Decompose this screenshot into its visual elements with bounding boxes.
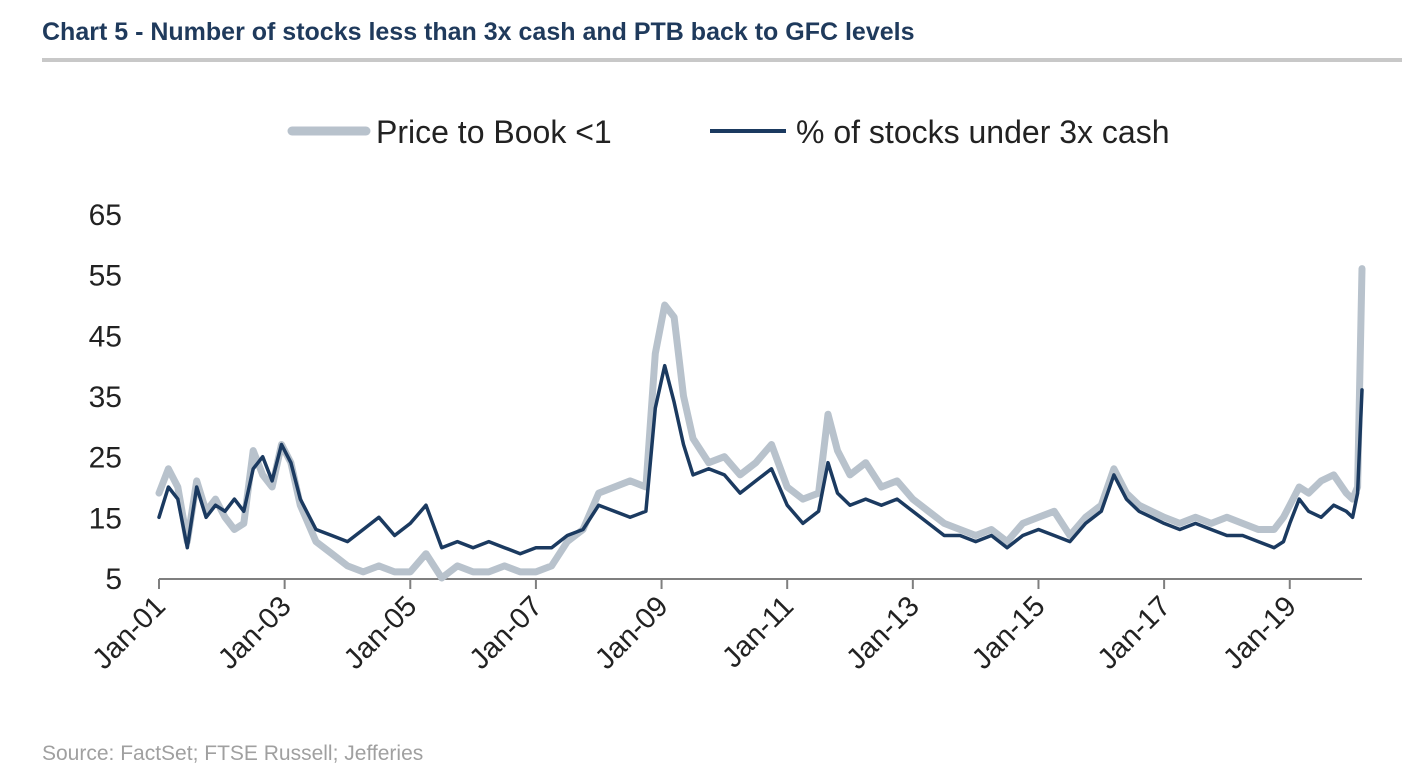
x-tick-label: Jan-19 bbox=[1217, 590, 1302, 675]
x-axis: Jan-01 Jan-03 Jan-05 Jan-07 Jan-09 Jan-11 Jan-… bbox=[87, 578, 1362, 676]
y-tick-label: 55 bbox=[89, 260, 122, 293]
source-note: Source: FactSet; FTSE Russell; Jefferies bbox=[42, 742, 424, 765]
legend-label-cash: % of stocks under 3x cash bbox=[796, 114, 1170, 150]
chart-title: Chart 5 - Number of stocks less than 3x … bbox=[42, 18, 915, 46]
y-tick-label: 15 bbox=[89, 502, 122, 535]
y-tick-label: 35 bbox=[89, 381, 122, 414]
series-line-price-to-book bbox=[155, 265, 1366, 582]
x-tick-label: Jan-01 bbox=[87, 590, 172, 675]
y-tick-label: 45 bbox=[89, 320, 122, 353]
y-tick-label: 65 bbox=[89, 199, 122, 232]
x-tick-label: Jan-07 bbox=[464, 590, 549, 675]
line-chart: Price to Book <1 % of stocks under 3x ca… bbox=[87, 114, 1366, 676]
legend: Price to Book <1 % of stocks under 3x ca… bbox=[287, 114, 1170, 150]
x-tick-label: Jan-13 bbox=[840, 590, 925, 675]
title-divider bbox=[42, 58, 1402, 62]
x-tick-label: Jan-03 bbox=[212, 590, 297, 675]
series-group bbox=[155, 265, 1366, 582]
x-tick-label: Jan-05 bbox=[338, 590, 423, 675]
y-tick-label: 25 bbox=[89, 442, 122, 475]
x-tick-label: Jan-17 bbox=[1092, 590, 1177, 675]
series-line-stocks-under-3x-cash bbox=[157, 363, 1364, 556]
x-tick-label: Jan-11 bbox=[716, 590, 800, 674]
x-tick-label: Jan-15 bbox=[966, 590, 1051, 675]
y-axis: 5 15 25 35 45 55 65 bbox=[89, 199, 122, 596]
x-tick-label: Jan-09 bbox=[589, 590, 674, 675]
y-tick-label: 5 bbox=[105, 563, 122, 596]
legend-label-ptb: Price to Book <1 bbox=[376, 114, 612, 150]
